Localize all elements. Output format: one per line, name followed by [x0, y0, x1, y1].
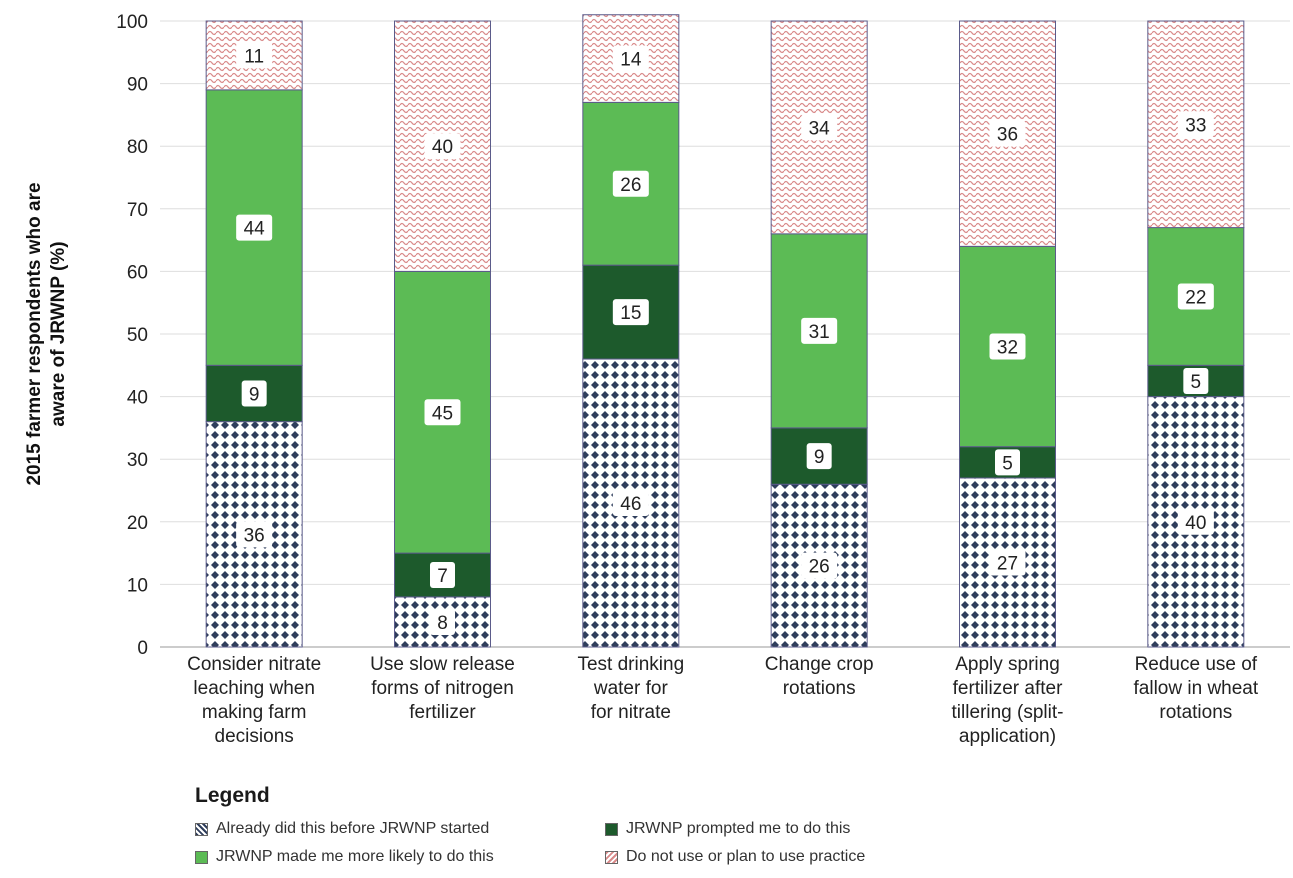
data-label-box — [801, 114, 838, 141]
data-label: 33 — [1185, 115, 1206, 136]
legend-label: Already did this before JRWNP started — [216, 820, 490, 837]
data-label: 46 — [620, 494, 641, 515]
x-tick-label: Apply spring fertilizer after tillering (s… — [952, 654, 1064, 747]
y-tick-label: 80 — [127, 137, 148, 158]
swatch-dark-green-icon — [605, 822, 618, 836]
data-label: 5 — [1002, 453, 1013, 474]
data-label: 34 — [809, 118, 831, 139]
y-tick-label: 0 — [137, 638, 148, 659]
data-label: 40 — [432, 137, 453, 158]
y-tick-label: 30 — [127, 450, 148, 471]
data-label: 22 — [1185, 287, 1206, 308]
data-label: 5 — [1191, 372, 1202, 393]
data-label: 32 — [997, 338, 1018, 359]
data-label: 31 — [809, 322, 830, 343]
x-tick-label: Change crop rotations — [765, 654, 874, 699]
data-label: 36 — [997, 125, 1018, 146]
legend-items: Already did this before JRWNP started JR… — [195, 818, 1005, 868]
x-tick-label: Reduce use of fallow in wheat rotations — [1134, 654, 1259, 723]
data-label: 40 — [1185, 513, 1206, 534]
legend-item-prompted: JRWNP prompted me to do this — [605, 818, 1005, 840]
data-label: 9 — [814, 447, 825, 468]
data-label-box — [801, 317, 838, 344]
x-tick-label: Test drinking water for for nitrate — [577, 654, 684, 723]
data-label-box — [806, 443, 832, 470]
data-label-box — [430, 608, 455, 635]
data-label-box — [612, 490, 649, 517]
data-label-box — [989, 549, 1026, 576]
data-label: 45 — [432, 403, 453, 424]
y-tick-label: 90 — [127, 75, 148, 96]
y-tick-label: 20 — [127, 513, 148, 534]
y-tick-label: 100 — [116, 12, 148, 33]
x-tick-label: Consider nitrate leaching when making farm… — [187, 654, 321, 747]
data-label: 9 — [249, 384, 260, 405]
data-label-box — [1177, 283, 1214, 310]
legend: Legend Already did this before JRWNP sta… — [195, 784, 1005, 868]
data-label-box — [989, 120, 1026, 147]
data-label: 8 — [437, 613, 448, 634]
data-label-box — [236, 521, 273, 548]
x-tick-label: Use slow release forms of nitrogen fertili… — [370, 654, 515, 723]
gridlines — [160, 20, 1290, 648]
data-label-box — [236, 214, 273, 241]
legend-item-do-not-use: Do not use or plan to use practice — [605, 846, 1005, 868]
data-label: 44 — [244, 219, 266, 240]
y-tick-label: 70 — [127, 200, 148, 221]
stacked-bar-chart: 36 9 44 11 8 7 45 40 46 15 26 14 26 9 31 34 27 5 32 36 40 5 22… — [24, 12, 1290, 747]
swatch-dots-icon — [195, 822, 208, 836]
data-label: 26 — [620, 175, 641, 196]
data-label-box — [612, 299, 649, 326]
y-tick-label: 60 — [127, 262, 148, 283]
data-label-box — [1177, 111, 1214, 138]
data-label-box — [989, 333, 1026, 360]
data-label-box — [801, 552, 838, 579]
data-label-box — [424, 399, 461, 426]
data-label: 11 — [244, 46, 264, 67]
data-label: 26 — [809, 557, 830, 578]
data-labels: 36 9 44 11 8 7 45 40 46 15 26 14 26 9 31 34 27 5 32 36 40 5 22… — [236, 42, 1214, 635]
data-label-box — [612, 170, 649, 197]
data-label-box — [236, 42, 273, 69]
data-label-box — [612, 45, 649, 72]
data-label: 27 — [997, 553, 1018, 574]
axes: 0 10 20 30 40 50 60 70 80 90 100 2015 farmer respon… — [24, 12, 1259, 747]
y-tick-label: 40 — [127, 388, 148, 409]
data-label-box — [430, 562, 455, 589]
y-tick-label: 50 — [127, 325, 148, 346]
data-label-box — [424, 133, 461, 160]
data-label-box — [995, 449, 1020, 476]
legend-item-more-likely: JRWNP made me more likely to do this — [195, 846, 605, 868]
bars — [205, 14, 1245, 648]
legend-label: JRWNP prompted me to do this — [626, 820, 851, 837]
y-axis-title: 2015 farmer respondents who are aware of … — [24, 182, 69, 485]
data-label: 36 — [244, 525, 265, 546]
swatch-green-icon — [195, 850, 208, 864]
bar-segment — [1147, 227, 1245, 366]
data-label: 7 — [437, 566, 448, 587]
data-label-box — [1183, 367, 1209, 394]
legend-title: Legend — [195, 784, 270, 807]
swatch-waves-icon — [605, 850, 618, 864]
y-tick-label: 10 — [127, 575, 148, 596]
legend-item-already-did: Already did this before JRWNP started — [195, 818, 605, 840]
data-label-box — [1177, 508, 1214, 535]
data-label: 15 — [620, 303, 641, 324]
data-label-box — [241, 380, 267, 407]
legend-label: Do not use or plan to use practice — [626, 848, 866, 865]
legend-label: JRWNP made me more likely to do this — [216, 848, 494, 865]
data-label: 14 — [620, 50, 642, 71]
